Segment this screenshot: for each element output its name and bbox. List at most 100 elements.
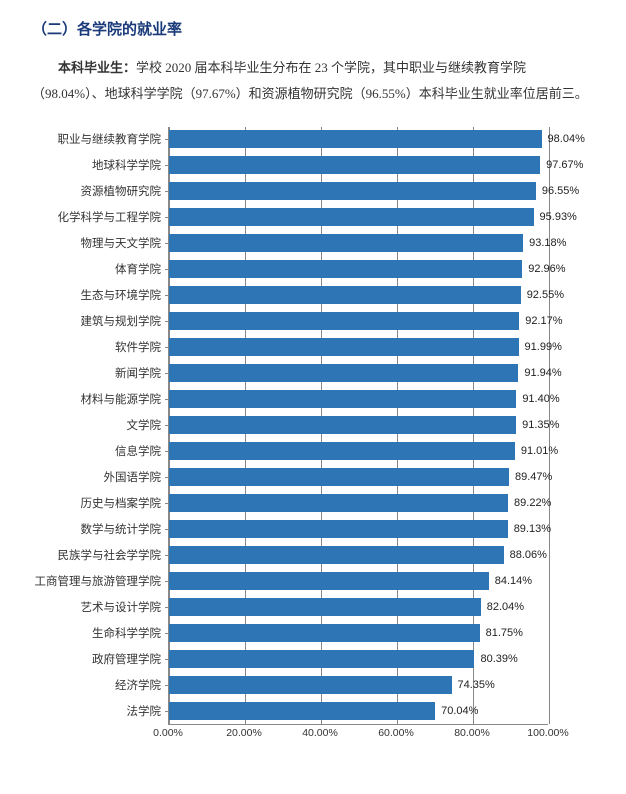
category-label: 化学科学与工程学院 [58,209,162,225]
y-tick [165,269,169,270]
bar [169,546,504,564]
value-label: 93.18% [529,237,566,249]
x-tick-label: 100.00% [527,727,568,739]
value-label: 95.93% [540,211,577,223]
value-label: 91.99% [525,341,562,353]
bar [169,702,435,720]
value-label: 80.39% [480,653,517,665]
bar-row: 工商管理与旅游管理学院84.14% [169,572,532,590]
y-tick [165,685,169,686]
y-tick [165,373,169,374]
category-label: 经济学院 [115,677,161,693]
category-label: 生态与环境学院 [81,287,162,303]
intro-paragraph: 本科毕业生：学校 2020 届本科毕业生分布在 23 个学院，其中职业与继续教育… [20,55,606,117]
bar [169,234,523,252]
paragraph-bold-lead: 本科毕业生： [58,60,136,75]
y-tick [165,347,169,348]
value-label: 96.55% [542,185,579,197]
value-label: 92.55% [527,289,564,301]
bar-row: 物理与天文学院93.18% [169,234,566,252]
bar-row: 新闻学院91.94% [169,364,562,382]
value-label: 98.04% [548,133,585,145]
y-tick [165,581,169,582]
bar-row: 历史与档案学院89.22% [169,494,551,512]
bar-row: 民族学与社会学学院88.06% [169,546,547,564]
y-tick [165,191,169,192]
category-label: 法学院 [127,703,162,719]
category-label: 建筑与规划学院 [81,313,162,329]
y-tick [165,451,169,452]
y-tick [165,607,169,608]
category-label: 历史与档案学院 [81,495,162,511]
value-label: 91.94% [524,367,561,379]
bar-row: 生态与环境学院92.55% [169,286,564,304]
value-label: 88.06% [510,549,547,561]
category-label: 地球科学学院 [92,157,161,173]
value-label: 74.35% [458,679,495,691]
value-label: 84.14% [495,575,532,587]
category-label: 资源植物研究院 [81,183,162,199]
bar-row: 信息学院91.01% [169,442,558,460]
bar [169,364,518,382]
bar [169,572,489,590]
plot-area: 职业与继续教育学院98.04%地球科学学院97.67%资源植物研究院96.55%… [168,127,548,725]
y-tick [165,321,169,322]
bar-row: 化学科学与工程学院95.93% [169,208,577,226]
bar-row: 建筑与规划学院92.17% [169,312,563,330]
x-axis: 0.00%20.00%40.00%60.00%80.00%100.00% [168,725,548,741]
y-tick [165,243,169,244]
value-label: 91.01% [521,445,558,457]
y-tick [165,711,169,712]
value-label: 70.04% [441,705,478,717]
category-label: 工商管理与旅游管理学院 [35,573,162,589]
bar-row: 材料与能源学院91.40% [169,390,560,408]
bar [169,650,474,668]
value-label: 89.22% [514,497,551,509]
value-label: 97.67% [546,159,583,171]
category-label: 艺术与设计学院 [81,599,162,615]
bar [169,442,515,460]
y-tick [165,139,169,140]
value-label: 91.35% [522,419,559,431]
bar-row: 地球科学学院97.67% [169,156,583,174]
y-tick [165,529,169,530]
bar [169,390,516,408]
y-tick [165,555,169,556]
bar [169,676,452,694]
bar-row: 艺术与设计学院82.04% [169,598,524,616]
bar-row: 生命科学学院81.75% [169,624,523,642]
y-tick [165,295,169,296]
category-label: 新闻学院 [115,365,161,381]
category-label: 物理与天文学院 [81,235,162,251]
category-label: 信息学院 [115,443,161,459]
category-label: 生命科学学院 [92,625,161,641]
bar [169,468,509,486]
section-title: （二）各学院的就业率 [20,18,606,39]
value-label: 89.13% [514,523,551,535]
x-tick-label: 40.00% [302,727,338,739]
y-tick [165,425,169,426]
y-tick [165,399,169,400]
value-label: 89.47% [515,471,552,483]
bar-row: 文学院91.35% [169,416,559,434]
bar [169,260,522,278]
bar [169,208,534,226]
bar [169,520,508,538]
bar [169,156,540,174]
y-tick [165,165,169,166]
bar-row: 政府管理学院80.39% [169,650,518,668]
employment-rate-chart: 职业与继续教育学院98.04%地球科学学院97.67%资源植物研究院96.55%… [28,127,598,741]
category-label: 民族学与社会学学院 [58,547,162,563]
bar [169,182,536,200]
x-tick-label: 20.00% [226,727,262,739]
y-tick [165,633,169,634]
bar-row: 职业与继续教育学院98.04% [169,130,585,148]
bar [169,624,480,642]
bar-row: 软件学院91.99% [169,338,562,356]
x-tick-label: 0.00% [153,727,183,739]
bar-row: 资源植物研究院96.55% [169,182,579,200]
category-label: 软件学院 [115,339,161,355]
category-label: 政府管理学院 [92,651,161,667]
bar-row: 法学院70.04% [169,702,478,720]
value-label: 92.96% [528,263,565,275]
